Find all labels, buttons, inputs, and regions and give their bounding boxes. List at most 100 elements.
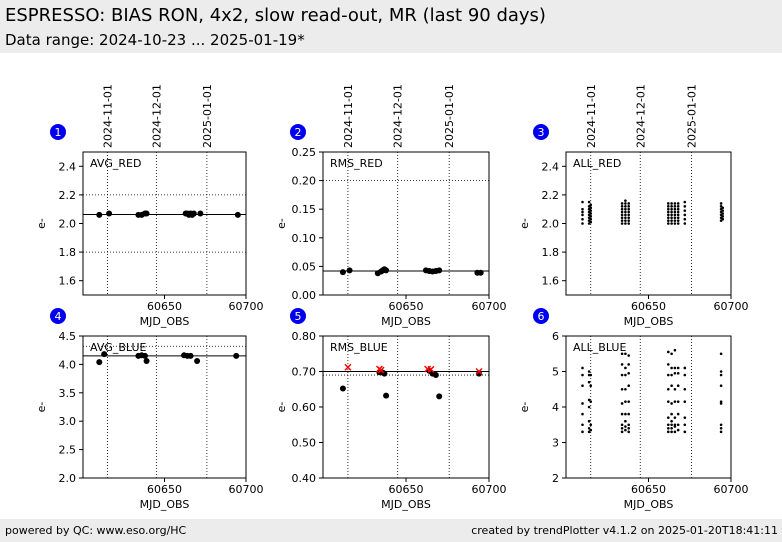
data-point <box>719 352 723 356</box>
data-point <box>667 400 670 403</box>
data-point <box>719 400 723 403</box>
data-range-subtitle: Data range: 2024-10-23 ... 2025-01-19* <box>5 31 305 49</box>
panel-label: ALL_RED <box>573 157 621 170</box>
chart-panel-6: 2 3 4 5 6 60650 60700 MJD_OBS e- ALL_BLUE 6 <box>518 308 749 511</box>
data-point <box>627 213 630 217</box>
data-point <box>670 384 673 388</box>
data-point <box>676 371 680 375</box>
data-point <box>676 423 680 427</box>
y-tick-label: 0.20 <box>292 175 317 188</box>
data-point <box>670 210 673 214</box>
panel-label: AVG_RED <box>90 157 141 170</box>
date-tick-label: 2025-01-01 <box>685 84 698 148</box>
data-point <box>627 423 630 427</box>
data-point <box>673 216 677 220</box>
reference-point <box>377 366 385 374</box>
panel-number: 5 <box>295 310 302 323</box>
data-point <box>667 387 670 391</box>
data-point <box>620 207 624 211</box>
data-point <box>581 366 584 370</box>
data-point <box>620 213 624 217</box>
data-point <box>620 430 624 434</box>
y-tick-label: 2.0 <box>542 218 560 231</box>
x-axis-label: MJD_OBS <box>140 315 190 328</box>
y-tick-label: 2.2 <box>59 189 77 202</box>
y-tick-label: 1.6 <box>542 275 560 288</box>
data-point <box>624 412 627 416</box>
y-tick-label: 2.0 <box>59 472 77 485</box>
reference-point <box>344 363 352 371</box>
data-point <box>587 398 591 402</box>
y-tick-label: 0.25 <box>292 146 317 159</box>
data-point <box>624 373 627 377</box>
data-point <box>667 213 670 217</box>
data-point <box>589 384 593 388</box>
data-point <box>346 267 353 274</box>
data-point <box>719 370 723 373</box>
panel-number-badge <box>290 308 306 324</box>
panel-number-badge <box>290 124 306 140</box>
data-point <box>581 373 584 377</box>
data-point <box>676 207 680 211</box>
data-point <box>624 366 627 370</box>
data-point <box>673 348 677 352</box>
data-point <box>624 425 627 428</box>
data-point <box>667 423 670 427</box>
data-point <box>589 206 593 210</box>
panel-number-badge <box>50 308 66 324</box>
data-point <box>581 210 584 214</box>
x-axis-label: MJD_OBS <box>381 498 431 511</box>
data-point <box>673 387 677 391</box>
data-point <box>721 206 725 210</box>
panel-number-badge <box>533 124 549 140</box>
data-point <box>187 352 194 359</box>
x-axis-label: MJD_OBS <box>624 315 674 328</box>
data-point <box>673 219 677 222</box>
chart-panel-2: 2024-11-01 2024-12-01 2025-01-01 0.00 0.05 0.… <box>275 84 507 328</box>
data-point <box>719 423 723 427</box>
data-point <box>673 210 677 214</box>
data-point <box>719 202 723 205</box>
data-point <box>683 200 687 204</box>
y-tick-label: 0.10 <box>292 232 317 245</box>
panel-number-badge <box>533 308 549 324</box>
data-point <box>676 213 680 217</box>
data-point <box>589 203 593 207</box>
y-tick-label: 2.0 <box>59 218 77 231</box>
data-point <box>624 205 627 208</box>
y-tick-label: 0.40 <box>292 472 317 485</box>
panel-label: AVG_BLUE <box>90 341 147 354</box>
data-point <box>673 202 677 205</box>
date-tick-label: 2025-01-01 <box>201 84 214 148</box>
data-point <box>339 269 346 276</box>
y-tick-label: 3 <box>552 437 559 450</box>
data-point <box>589 400 593 403</box>
y-tick-label: 1.8 <box>542 246 560 259</box>
y-tick-label: 0.15 <box>292 203 317 216</box>
x-axis-label: MJD_OBS <box>381 315 431 328</box>
data-point <box>233 352 240 359</box>
data-point <box>620 387 624 391</box>
data-point <box>683 400 687 403</box>
report-footer: powered by QC: www.eso.org/HC created by… <box>0 519 782 542</box>
data-point <box>436 267 443 274</box>
y-tick-label: 0.00 <box>292 289 317 302</box>
data-point <box>620 373 624 377</box>
data-point <box>143 357 150 364</box>
x-tick-label: 60650 <box>631 300 666 313</box>
data-point <box>676 384 680 388</box>
data-point <box>676 412 680 416</box>
data-point <box>670 366 673 370</box>
data-point <box>683 222 687 225</box>
data-point <box>620 219 624 222</box>
data-point <box>627 354 630 357</box>
data-point <box>190 210 197 217</box>
y-tick-label: 6 <box>552 330 559 343</box>
x-tick-label: 60650 <box>389 483 424 496</box>
data-point <box>96 359 103 366</box>
data-point <box>676 219 680 222</box>
data-point <box>667 350 670 354</box>
data-point <box>667 416 670 419</box>
x-tick-label: 60650 <box>389 300 424 313</box>
data-point <box>587 200 591 204</box>
